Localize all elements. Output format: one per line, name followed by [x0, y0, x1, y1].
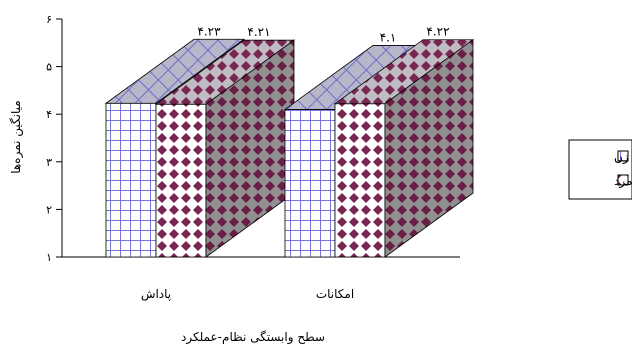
y-tick-label: ۵ — [46, 61, 52, 74]
bar-front — [105, 102, 157, 258]
y-tick-label: ۱ — [46, 251, 52, 264]
y-ticks: ۱ ۲ ۳ ۴ ۵ ۶ — [46, 13, 62, 264]
legend-label-zan: زن — [614, 150, 629, 165]
y-tick-label: ۳ — [46, 156, 52, 169]
bar-front — [155, 103, 207, 258]
bar-top — [104, 38, 246, 104]
y-axis-title: میانگین نمره‌ها — [9, 100, 24, 173]
bars — [104, 38, 475, 258]
bar-zan — [104, 38, 246, 258]
legend: زن مرد — [568, 139, 632, 200]
bar-mard — [333, 38, 475, 258]
legend-box — [568, 139, 632, 200]
y-tick-label: ۲ — [46, 203, 52, 216]
bar-front — [284, 109, 336, 258]
bar-front — [334, 103, 386, 258]
legend-swatch-zan — [617, 150, 629, 162]
x-tick-label: پاداش — [141, 287, 171, 302]
legend-label-mard: مرد — [614, 174, 632, 189]
x-axis-title: سطح وابستگی نظام-عملکرد — [181, 330, 325, 345]
x-tick-label: امکانات — [316, 287, 354, 301]
bar-zan — [283, 45, 425, 258]
x-tick-labels: پاداش امکانات — [141, 287, 354, 302]
bar-side — [384, 38, 474, 258]
data-label: ۴.۱ — [380, 30, 397, 44]
data-labels: ۴.۲۳ ۴.۲۱ ۴.۱ ۴.۲۲ — [197, 24, 449, 44]
y-tick-label: ۶ — [46, 13, 52, 26]
data-label: ۴.۲۳ — [197, 24, 221, 38]
data-label: ۴.۲۱ — [247, 25, 270, 39]
y-tick-label: ۴ — [46, 108, 52, 121]
legend-swatch-mard — [617, 174, 629, 186]
data-label: ۴.۲۲ — [426, 25, 449, 39]
